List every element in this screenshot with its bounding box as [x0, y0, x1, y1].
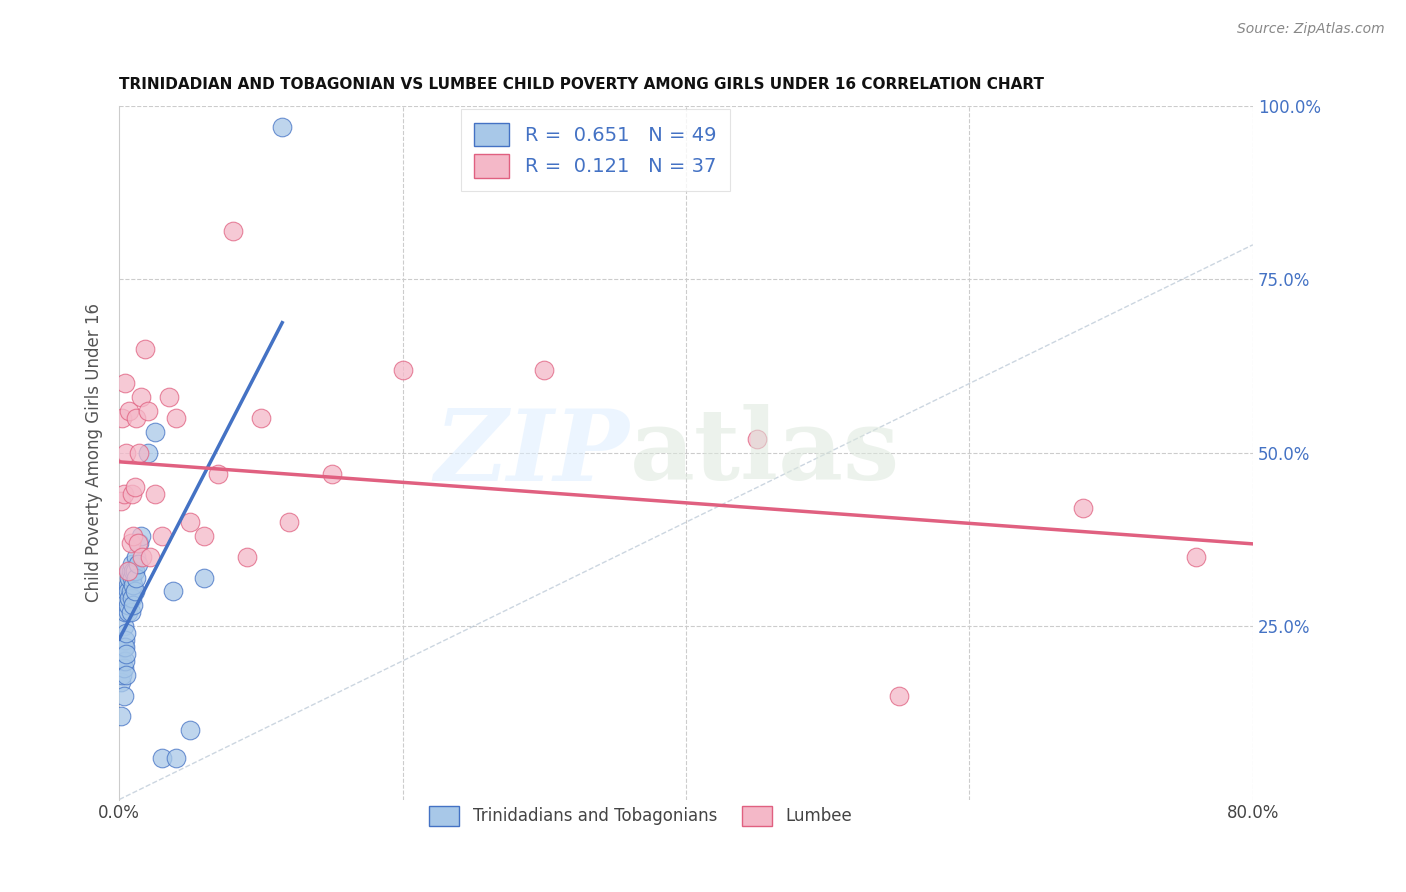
Y-axis label: Child Poverty Among Girls Under 16: Child Poverty Among Girls Under 16 [86, 303, 103, 602]
Point [110, 494, 132, 508]
Point [121, 571, 143, 585]
Point [114, 605, 136, 619]
Point [115, 591, 138, 606]
Point [887, 689, 910, 703]
Point [112, 689, 135, 703]
Point [114, 376, 136, 391]
Point [112, 661, 135, 675]
Point [136, 404, 159, 418]
Point [114, 654, 136, 668]
Point [122, 599, 145, 613]
Point [122, 529, 145, 543]
Point [143, 425, 166, 439]
Point [111, 667, 134, 681]
Point [120, 564, 142, 578]
Point [110, 674, 132, 689]
Point [125, 549, 148, 564]
Point [118, 591, 141, 606]
Point [120, 605, 142, 619]
Point [122, 564, 145, 578]
Text: atlas: atlas [630, 404, 900, 501]
Point [118, 571, 141, 585]
Point [179, 515, 201, 529]
Point [120, 584, 142, 599]
Point [745, 432, 768, 446]
Point [125, 571, 148, 585]
Point [162, 584, 184, 599]
Point [127, 536, 149, 550]
Point [157, 390, 180, 404]
Point [533, 362, 555, 376]
Point [129, 390, 152, 404]
Point [118, 564, 141, 578]
Point [127, 557, 149, 571]
Point [114, 633, 136, 648]
Point [271, 120, 294, 134]
Text: ZIP: ZIP [434, 405, 630, 501]
Point [117, 564, 139, 578]
Point [115, 647, 138, 661]
Point [121, 487, 143, 501]
Point [117, 599, 139, 613]
Point [111, 640, 134, 654]
Point [125, 411, 148, 425]
Point [1071, 501, 1094, 516]
Point [134, 342, 156, 356]
Point [321, 467, 343, 481]
Text: Source: ZipAtlas.com: Source: ZipAtlas.com [1237, 22, 1385, 37]
Text: TRINIDADIAN AND TOBAGONIAN VS LUMBEE CHILD POVERTY AMONG GIRLS UNDER 16 CORRELAT: TRINIDADIAN AND TOBAGONIAN VS LUMBEE CHI… [120, 78, 1045, 93]
Point [1185, 549, 1208, 564]
Point [131, 549, 153, 564]
Point [136, 446, 159, 460]
Point [110, 709, 132, 723]
Point [250, 411, 273, 425]
Point [112, 619, 135, 633]
Point [236, 549, 259, 564]
Point [124, 584, 146, 599]
Point [150, 529, 173, 543]
Point [114, 640, 136, 654]
Point [391, 362, 413, 376]
Point [129, 529, 152, 543]
Point [128, 536, 150, 550]
Point [165, 751, 187, 765]
Point [121, 557, 143, 571]
Point [139, 549, 162, 564]
Point [278, 515, 301, 529]
Point [165, 411, 187, 425]
Point [193, 571, 215, 585]
Point [117, 605, 139, 619]
Point [117, 577, 139, 591]
Point [179, 723, 201, 738]
Point [115, 626, 138, 640]
Point [221, 224, 243, 238]
Point [122, 577, 145, 591]
Point [115, 667, 138, 681]
Point [111, 654, 134, 668]
Point [117, 584, 139, 599]
Point [143, 487, 166, 501]
Point [112, 640, 135, 654]
Point [128, 446, 150, 460]
Point [124, 481, 146, 495]
Point [207, 467, 229, 481]
Point [115, 584, 138, 599]
Point [120, 536, 142, 550]
Point [150, 751, 173, 765]
Point [112, 487, 135, 501]
Point [115, 446, 138, 460]
Point [118, 404, 141, 418]
Point [121, 591, 143, 606]
Legend: Trinidadians and Tobagonians, Lumbee: Trinidadians and Tobagonians, Lumbee [423, 799, 859, 833]
Point [124, 564, 146, 578]
Point [111, 411, 134, 425]
Point [193, 529, 215, 543]
